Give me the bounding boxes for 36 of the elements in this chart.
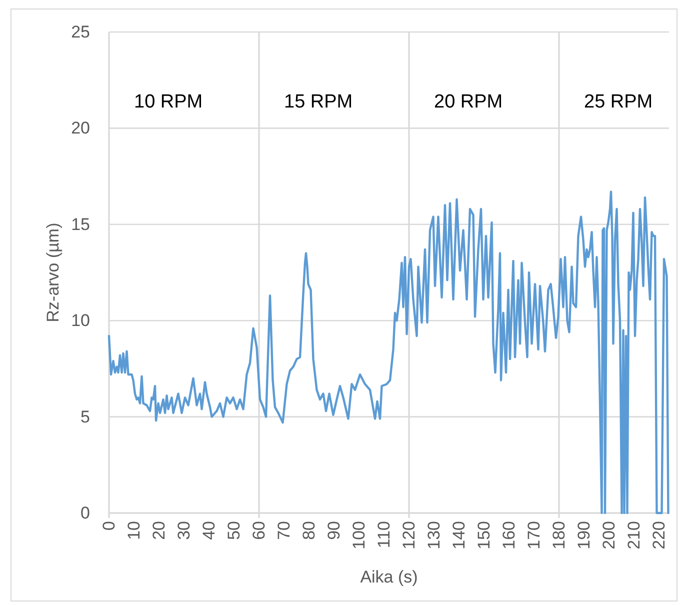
x-tick-label: 220: [650, 521, 668, 550]
annotation: 10 RPM: [134, 92, 203, 112]
x-tick-label: 190: [574, 521, 594, 550]
x-tick-label: 40: [200, 521, 218, 540]
x-tick-label: 140: [450, 521, 468, 550]
x-tick-label: 20: [150, 521, 168, 540]
x-tick-label: 10: [124, 521, 144, 540]
y-tick-label: 15: [71, 214, 90, 234]
annotation: 15 RPM: [284, 92, 353, 112]
x-tick-label: 120: [400, 521, 418, 550]
x-tick-label: 70: [274, 521, 294, 540]
annotation: 25 RPM: [584, 92, 653, 112]
y-tick-label: 20: [71, 118, 90, 138]
x-tick-label: 150: [474, 521, 494, 550]
x-tick-label: 50: [224, 521, 244, 540]
x-tick-label: 210: [624, 521, 644, 550]
x-tick-label: 130: [424, 521, 444, 550]
x-tick-label: 60: [250, 521, 268, 540]
line-series: [108, 190, 670, 514]
x-tick-label: 160: [500, 521, 518, 550]
x-tick-label: 170: [524, 521, 544, 550]
x-tick-label: 200: [600, 521, 618, 550]
x-tick-label: 100: [350, 521, 368, 550]
x-tick-label: 90: [324, 521, 344, 540]
x-tick-label: 110: [374, 521, 394, 548]
y-tick-label: 0: [80, 504, 90, 522]
y-tick-label: 5: [80, 407, 90, 426]
y-tick-label: 25: [71, 22, 90, 42]
x-tick-label: 30: [174, 521, 194, 540]
x-tick-label: 0: [100, 521, 118, 530]
x-tick-label: 80: [300, 521, 318, 540]
annotation: 20 RPM: [434, 92, 503, 112]
x-tick-label: 180: [550, 521, 568, 550]
y-axis-title: Rz-arvo (µm): [44, 222, 62, 322]
y-tick-label: 10: [71, 311, 90, 330]
x-axis-title: Aika (s): [360, 568, 418, 586]
